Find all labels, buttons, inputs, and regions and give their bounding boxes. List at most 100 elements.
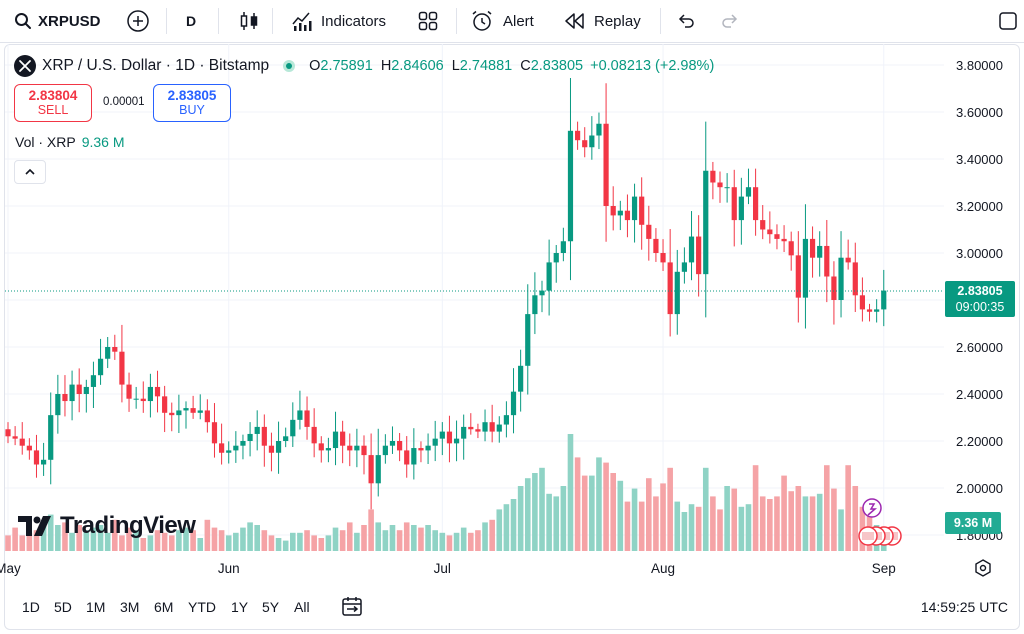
volume-bar — [802, 496, 809, 551]
candle — [624, 194, 631, 238]
volume-bar — [581, 475, 588, 551]
volume-bar — [589, 475, 595, 551]
plus-circle-icon — [127, 10, 149, 32]
candle-body — [866, 309, 873, 312]
last-price-label: 2.83805 — [957, 284, 1002, 298]
interval-button[interactable]: D — [186, 0, 196, 42]
candle-body — [233, 445, 239, 451]
compare-button[interactable] — [126, 0, 150, 42]
volume-bar — [368, 509, 374, 551]
candle-body — [418, 448, 424, 451]
volume-bar — [12, 527, 18, 551]
volume-bar — [759, 496, 766, 551]
sell-button[interactable]: 2.83804 SELL — [14, 84, 92, 122]
candle-body — [546, 262, 552, 291]
candle-body — [197, 410, 203, 413]
range-button-1d[interactable]: 1D — [22, 599, 40, 615]
gear-center — [979, 564, 987, 572]
candle-body — [69, 384, 75, 402]
candle — [283, 427, 289, 448]
volume-bar — [225, 535, 232, 551]
candle-body — [126, 384, 132, 399]
volume-bar — [510, 499, 517, 551]
range-button-1y[interactable]: 1Y — [231, 599, 249, 615]
time-tick-label: Jul — [434, 561, 451, 576]
price-chart[interactable]: 3.800003.600003.400003.200003.000002.800… — [0, 44, 1024, 590]
range-button-1m[interactable]: 1M — [86, 599, 106, 615]
candle-body — [204, 410, 210, 423]
watermark-text: TradingView — [60, 512, 196, 539]
volume-bar — [646, 478, 652, 551]
go-to-date-button[interactable] — [340, 590, 364, 624]
candle-body — [183, 408, 189, 411]
candle — [119, 324, 125, 403]
volume-bar — [503, 504, 510, 551]
candle — [446, 415, 453, 463]
volume-label: Vol · XRP — [15, 134, 76, 150]
candle — [197, 394, 203, 420]
candle — [318, 436, 324, 463]
candle — [482, 409, 488, 442]
volume-bar — [418, 527, 424, 551]
range-button-5d[interactable]: 5D — [54, 599, 72, 615]
candle — [254, 410, 260, 451]
candle — [688, 211, 695, 281]
price-tick-label: 2.20000 — [956, 434, 1003, 449]
volume-bar — [638, 501, 645, 551]
range-button-5y[interactable]: 5Y — [262, 599, 280, 615]
range-button-3m[interactable]: 3M — [120, 599, 140, 615]
replay-button[interactable]: Replay — [564, 0, 641, 42]
range-button-all[interactable]: All — [294, 599, 310, 615]
price-tick-label: 3.40000 — [956, 152, 1003, 167]
volume-bar — [240, 527, 246, 551]
candle — [503, 401, 509, 438]
undo-button[interactable] — [676, 0, 696, 42]
volume-bar — [411, 525, 417, 551]
candle-body — [247, 433, 253, 441]
collapse-legend-button[interactable] — [14, 160, 46, 184]
chart-type-button[interactable] — [238, 0, 260, 42]
candle — [361, 435, 367, 475]
alert-button[interactable]: Alert — [470, 0, 534, 42]
candle — [354, 428, 360, 468]
candle-body — [97, 358, 104, 376]
indicators-button[interactable]: Indicators — [291, 0, 386, 42]
time-tick-label: Sep — [872, 561, 896, 576]
tradingview-watermark[interactable]: TradingView — [18, 512, 196, 540]
candle — [453, 420, 460, 462]
low-label: L — [451, 58, 460, 74]
candle — [76, 368, 82, 413]
redo-button[interactable] — [720, 0, 740, 42]
range-button-ytd[interactable]: YTD — [188, 599, 216, 615]
candle-body — [76, 384, 82, 394]
buy-button[interactable]: 2.83805 BUY — [153, 84, 231, 122]
candle-body — [610, 206, 616, 216]
candle-body — [90, 375, 97, 387]
candle — [240, 434, 246, 460]
volume-badge — [945, 512, 1001, 534]
candle-body — [133, 398, 139, 400]
candle — [845, 239, 851, 270]
window-button[interactable] — [998, 0, 1018, 42]
candle-body — [518, 365, 524, 392]
symbol-search[interactable]: XRPUSD — [14, 0, 101, 42]
candle — [83, 379, 89, 413]
utc-clock[interactable]: 14:59:25 UTC — [920, 599, 1008, 615]
range-button-6m[interactable]: 6M — [154, 599, 174, 615]
volume-bar — [667, 467, 673, 551]
settings-gear-icon — [975, 559, 991, 577]
candle — [147, 373, 153, 418]
volume-bar — [19, 535, 26, 551]
buy-price: 2.83805 — [167, 88, 217, 103]
candle-body — [162, 396, 168, 413]
candle-body — [617, 210, 623, 216]
time-tick-label: May — [0, 561, 21, 576]
candle — [340, 420, 346, 464]
candle-body — [439, 431, 445, 439]
candle — [724, 173, 730, 203]
layouts-button[interactable] — [418, 0, 438, 42]
countdown-label: 09:00:35 — [956, 300, 1005, 314]
volume-bar — [126, 527, 132, 551]
candle-body — [290, 419, 296, 437]
candle — [781, 225, 787, 252]
